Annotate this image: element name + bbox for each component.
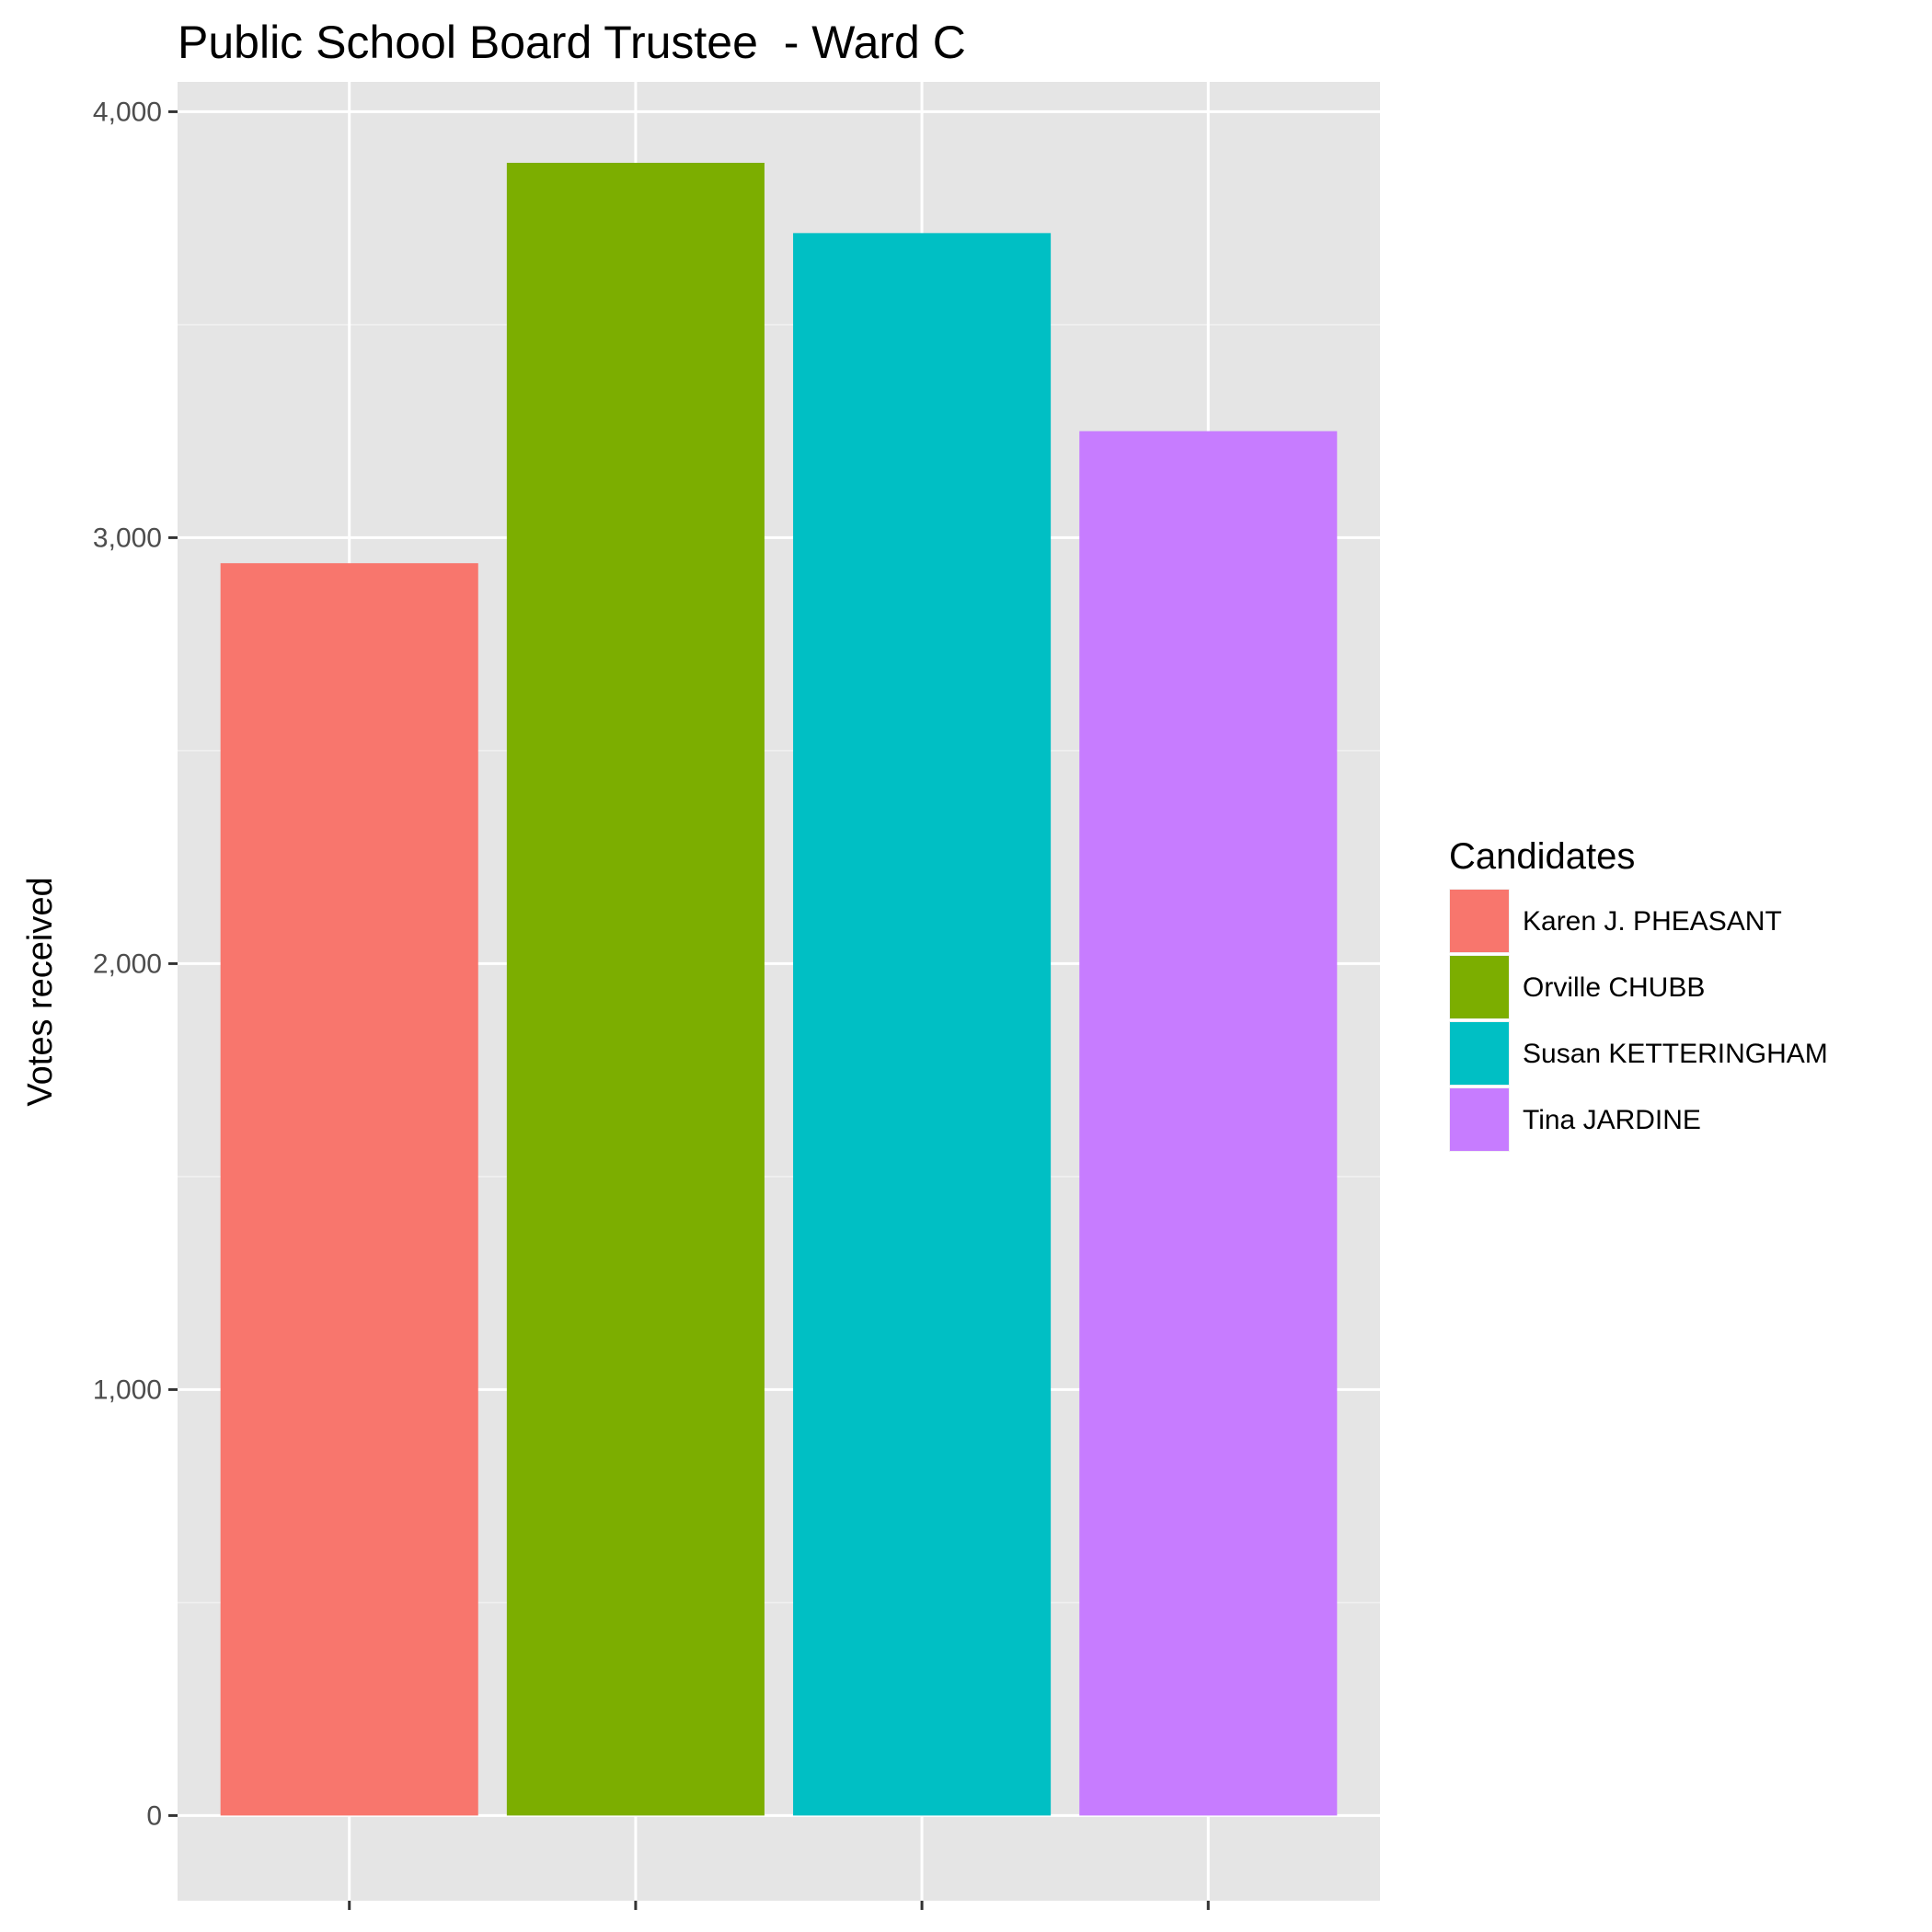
legend-label-4: Tina JARDINE <box>1523 1105 1701 1135</box>
y-tick-label: 0 <box>146 1800 162 1831</box>
bar-1 <box>220 563 478 1816</box>
y-axis: 0 1,000 2,000 3,000 4,000 <box>93 97 178 1831</box>
y-tick-label: 1,000 <box>93 1374 162 1405</box>
legend-label-3: Susan KETTERINGHAM <box>1523 1039 1828 1069</box>
legend-label-1: Karen J. PHEASANT <box>1523 906 1782 937</box>
bar-2 <box>506 162 765 1816</box>
chart-title: Public School Board Trustee - Ward C <box>178 17 966 68</box>
y-tick-label: 4,000 <box>93 97 162 127</box>
x-axis <box>348 1901 1210 1910</box>
bars <box>220 162 1338 1816</box>
legend-swatch-4 <box>1450 1088 1509 1151</box>
y-axis-label: Votes received <box>21 877 60 1106</box>
legend-swatch-2 <box>1450 956 1509 1018</box>
y-tick-label: 3,000 <box>93 523 162 553</box>
legend-label-2: Orville CHUBB <box>1523 972 1705 1003</box>
legend-swatch-1 <box>1450 890 1509 952</box>
y-tick-label: 2,000 <box>93 949 162 979</box>
bar-3 <box>793 233 1052 1816</box>
bar-4 <box>1079 431 1338 1816</box>
legend-swatch-3 <box>1450 1022 1509 1085</box>
legend-title: Candidates <box>1449 836 1635 877</box>
legend-items: Karen J. PHEASANT Orville CHUBB Susan KETT… <box>1449 889 1828 1152</box>
legend: Candidates Karen J. PHEASANT Orville CHUB… <box>1449 836 1828 1152</box>
